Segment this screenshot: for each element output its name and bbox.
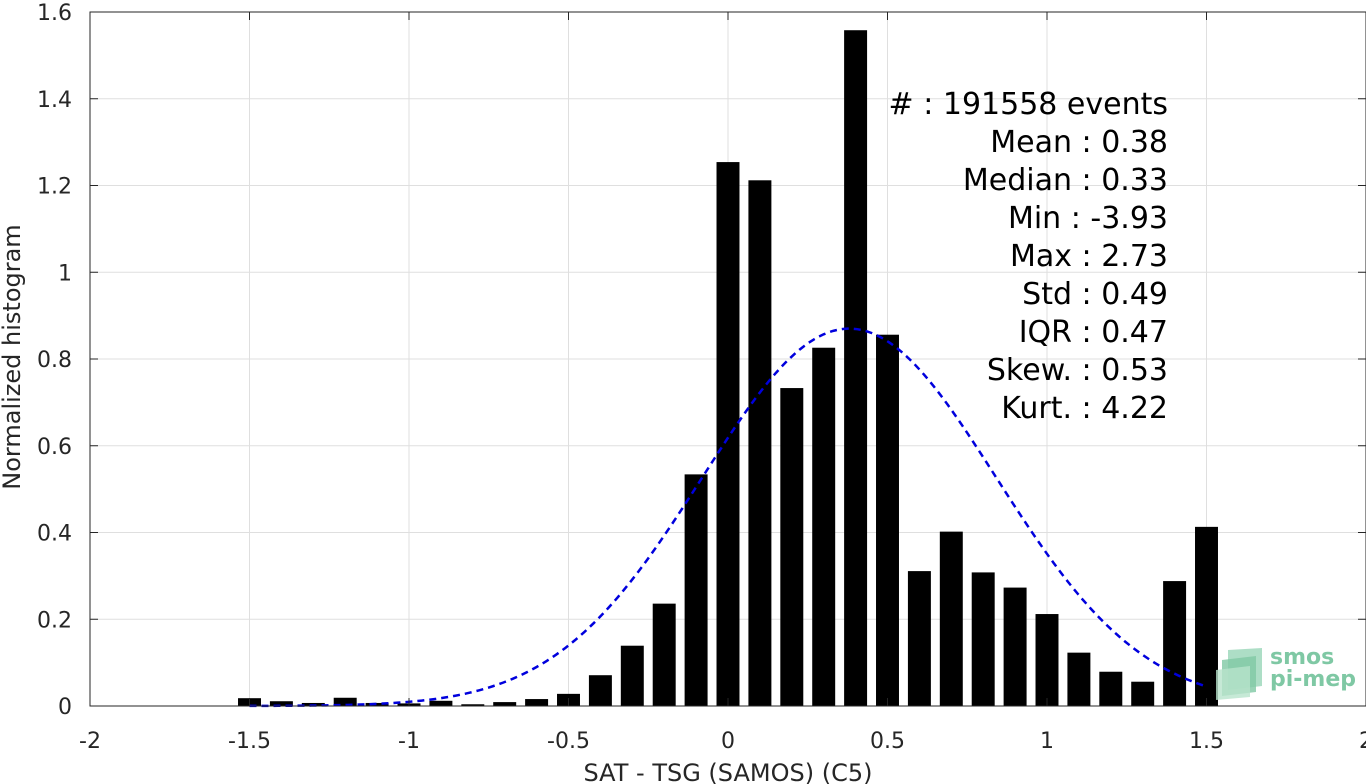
histogram-bar [812, 347, 836, 706]
x-tick-label: 1.5 [1189, 729, 1224, 754]
y-axis-ticks: 0 0.2 0.4 0.6 0.8 1 1.2 1.4 1.6 [37, 1, 1366, 720]
histogram-bar [588, 675, 612, 706]
histogram-bar [269, 701, 293, 706]
y-tick-label: 1.6 [37, 1, 72, 26]
x-tick-label: -2 [79, 729, 101, 754]
y-tick-label: 0.6 [37, 435, 72, 460]
smos-pi-mep-logo: smos pi-mep [1216, 645, 1356, 700]
y-tick-label: 0.4 [37, 522, 72, 547]
histogram-bar [1195, 526, 1218, 706]
logo-emblem-icon [1216, 648, 1262, 700]
stat-line: Std : 0.49 [1022, 277, 1168, 312]
histogram-bar [1099, 671, 1123, 706]
y-axis-label: Normalized histogram [0, 224, 26, 489]
x-axis-label: SAT - TSG (SAMOS) (C5) [584, 759, 873, 784]
histogram-bar [333, 697, 357, 706]
y-tick-label: 1.4 [37, 88, 72, 113]
y-tick-label: 1 [58, 261, 72, 286]
x-tick-label: 0.5 [870, 729, 905, 754]
histogram-bar [939, 531, 963, 706]
x-tick-label: -1.5 [228, 729, 271, 754]
x-axis-ticks: -2 -1.5 -1 -0.5 0 0.5 1 1.5 2 [79, 12, 1366, 754]
x-tick-label: -1 [398, 729, 420, 754]
histogram-bar [876, 334, 899, 706]
y-tick-label: 0.2 [37, 608, 72, 633]
stat-line: # : 191558 events [889, 87, 1168, 122]
histogram-bar [1035, 614, 1059, 706]
x-tick-label: -0.5 [547, 729, 590, 754]
stat-line: IQR : 0.47 [1019, 315, 1168, 350]
histogram-bar [1131, 681, 1155, 706]
histogram-bar [493, 702, 517, 706]
histogram-bars [238, 30, 1218, 707]
y-tick-label: 0 [58, 695, 72, 720]
histogram-bar [1067, 652, 1091, 706]
logo-text-smos: smos [1270, 645, 1334, 670]
stat-line: Min : -3.93 [1008, 201, 1168, 236]
histogram-bar [684, 474, 708, 706]
stat-line: Mean : 0.38 [990, 125, 1168, 160]
histogram-bar [780, 388, 804, 706]
histogram-bar [620, 645, 644, 706]
histogram-bar [525, 699, 549, 706]
histogram-bar [1163, 581, 1187, 706]
stat-line: Median : 0.33 [963, 163, 1168, 198]
x-tick-label: 1 [1040, 729, 1054, 754]
histogram-bar [748, 180, 772, 707]
x-tick-label: 2 [1359, 729, 1366, 754]
stat-line: Skew. : 0.53 [987, 353, 1168, 388]
histogram-bar [971, 572, 995, 706]
y-tick-label: 1.2 [37, 175, 72, 200]
y-tick-label: 0.8 [37, 348, 72, 373]
histogram-bar [652, 603, 676, 706]
histogram-bar [844, 30, 868, 706]
x-tick-label: 0 [721, 729, 735, 754]
stat-line: Kurt. : 4.22 [1001, 391, 1168, 426]
stat-line: Max : 2.73 [1010, 239, 1168, 274]
histogram-bar [429, 700, 453, 706]
histogram-bar [1003, 587, 1027, 706]
histogram-bar [461, 704, 485, 706]
histogram-bar [907, 571, 931, 706]
histogram-bar [716, 162, 740, 706]
logo-text-pi-mep: pi-mep [1270, 667, 1356, 692]
histogram-bar [365, 702, 389, 706]
